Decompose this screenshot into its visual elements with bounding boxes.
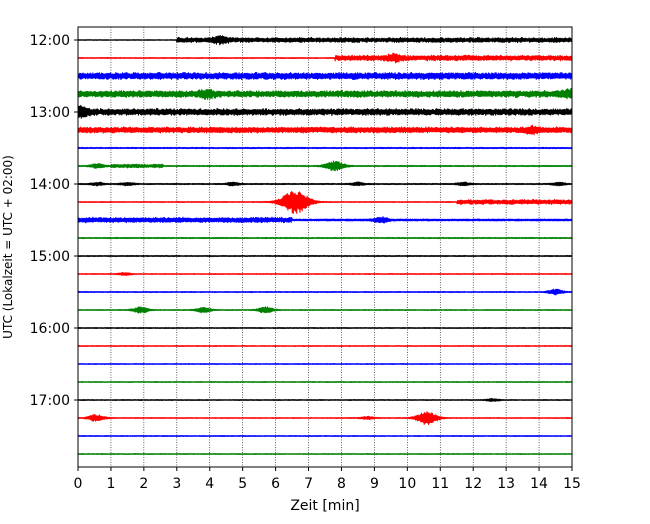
x-tick-label: 11 bbox=[431, 476, 449, 492]
x-tick-label: 10 bbox=[398, 476, 416, 492]
trace-1430 bbox=[77, 216, 573, 224]
trace-1645 bbox=[77, 381, 573, 383]
x-tick-label: 2 bbox=[139, 476, 148, 492]
y-tick-label: 15:00 bbox=[30, 249, 70, 265]
trace-1530 bbox=[77, 288, 573, 296]
x-tick-label: 1 bbox=[106, 476, 115, 492]
x-tick-label: 12 bbox=[464, 476, 482, 492]
x-tick-label: 4 bbox=[205, 476, 214, 492]
x-tick-label: 9 bbox=[370, 476, 379, 492]
trace-1700 bbox=[77, 397, 573, 403]
y-tick-label: 14:00 bbox=[30, 177, 70, 193]
x-tick-label: 5 bbox=[238, 476, 247, 492]
x-axis-ticks: 0 1 2 3 4 5 6 7 8 9 10 11 12 13 14 15 bbox=[74, 467, 581, 492]
trace-1745 bbox=[77, 453, 573, 455]
plot-frame bbox=[77, 26, 573, 468]
trace-1300 bbox=[77, 104, 573, 119]
x-tick-label: 6 bbox=[271, 476, 280, 492]
trace-1330 bbox=[77, 146, 573, 150]
x-tick-label: 7 bbox=[304, 476, 313, 492]
x-tick-label: 13 bbox=[497, 476, 515, 492]
trace-layer bbox=[77, 35, 573, 455]
trace-1215 bbox=[77, 52, 573, 64]
y-tick-label: 16:00 bbox=[30, 321, 70, 337]
y-tick-label: 17:00 bbox=[30, 393, 70, 409]
trace-1345 bbox=[77, 160, 573, 172]
x-tick-label: 14 bbox=[530, 476, 548, 492]
y-tick-label: 13:00 bbox=[30, 105, 70, 121]
grid-layer bbox=[110, 27, 540, 467]
x-tick-label: 3 bbox=[172, 476, 181, 492]
trace-1545 bbox=[77, 306, 573, 314]
x-tick-label: 0 bbox=[74, 476, 83, 492]
trace-1400 bbox=[77, 181, 573, 187]
trace-1200 bbox=[77, 35, 573, 46]
x-axis-label: Zeit [min] bbox=[290, 498, 359, 514]
trace-1515 bbox=[77, 272, 573, 277]
trace-1230 bbox=[77, 71, 573, 81]
trace-1600 bbox=[77, 326, 573, 330]
x-tick-label: 15 bbox=[563, 476, 581, 492]
x-tick-label: 8 bbox=[337, 476, 346, 492]
trace-1715 bbox=[77, 411, 573, 425]
trace-1615 bbox=[77, 345, 573, 347]
trace-1315 bbox=[77, 124, 573, 136]
trace-1415 bbox=[77, 190, 573, 214]
trace-1445 bbox=[77, 236, 573, 240]
trace-1730 bbox=[77, 434, 573, 438]
trace-1245 bbox=[77, 87, 573, 101]
y-axis-ticks: 12:00 13:00 14:00 15:00 16:00 17:00 bbox=[30, 33, 78, 409]
y-tick-label: 12:00 bbox=[30, 33, 70, 49]
trace-1630 bbox=[77, 363, 573, 365]
y-axis-label: UTC (Lokalzeit = UTC + 02:00) bbox=[1, 155, 15, 339]
trace-1500 bbox=[77, 254, 573, 258]
